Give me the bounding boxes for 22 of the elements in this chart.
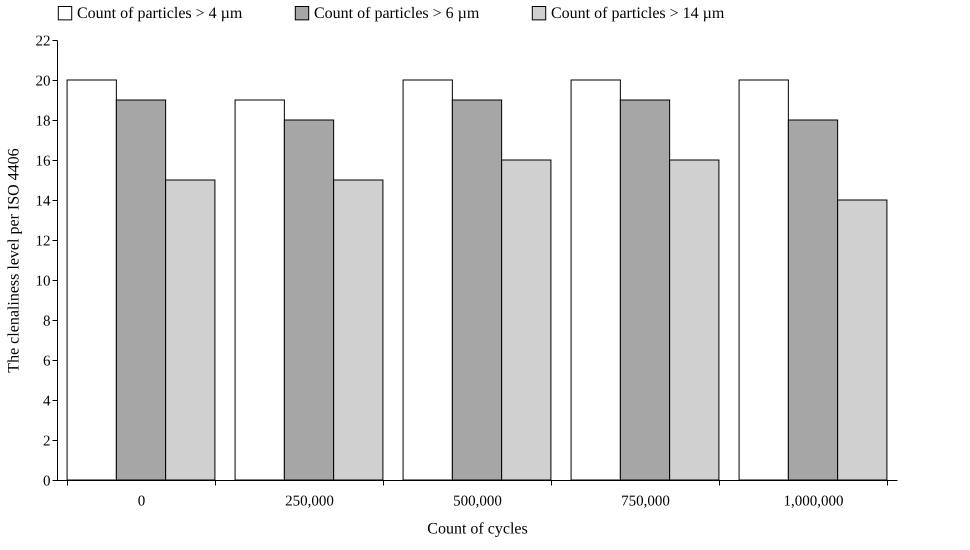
y-tick-label: 16 [36,154,51,170]
y-tick-label: 4 [43,394,51,410]
y-tick-label: 14 [36,194,51,210]
x-tick-label: 500,000 [453,494,502,510]
y-tick-label: 18 [36,114,50,130]
x-axis-title: Count of cycles [427,520,528,538]
x-tick-label: 750,000 [621,494,670,510]
x-tick-label: 0 [138,494,146,510]
x-tick-label: 1,000,000 [784,494,844,510]
y-tick-label: 12 [36,234,50,250]
y-tick-label: 22 [36,34,50,50]
y-tick-label: 10 [36,274,50,290]
legend-label: Count of particles > 4 µm [77,5,243,22]
y-tick-label: 2 [43,434,50,450]
y-tick-label: 8 [43,314,50,330]
y-axis-title: The clenaliness level per ISO 4406 [6,148,22,373]
x-tick-label: 250,000 [285,494,334,510]
legend-label: Count of particles > 6 µm [314,5,480,22]
y-tick-label: 20 [36,74,50,90]
legend-label: Count of particles > 14 µm [551,5,725,22]
y-tick-label: 0 [43,474,50,490]
y-tick-label: 6 [43,354,51,370]
